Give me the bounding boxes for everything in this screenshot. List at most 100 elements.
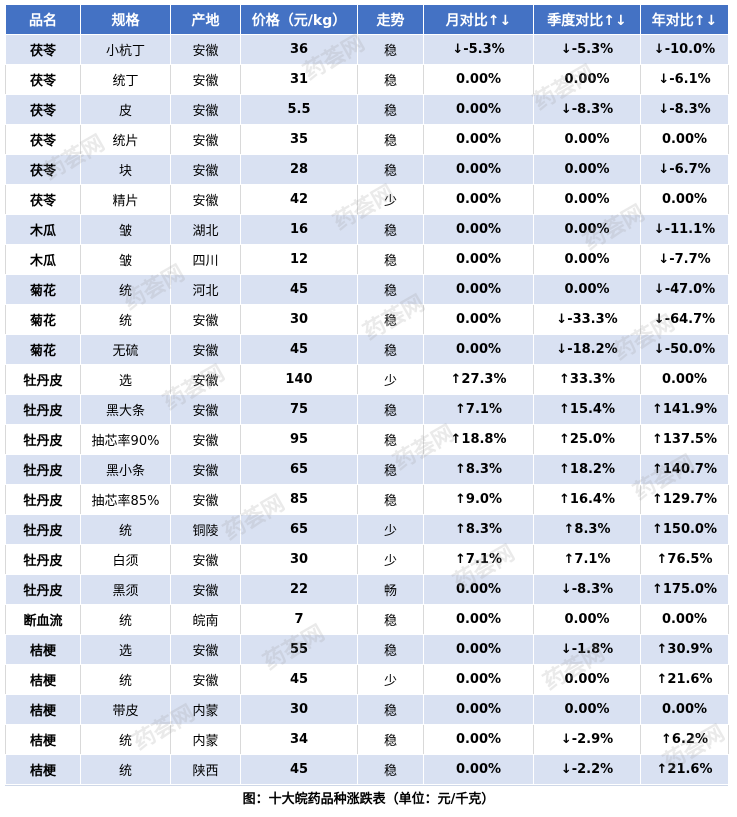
cell-month-change[interactable]: 0.00% <box>423 154 534 185</box>
cell-year-change[interactable]: ↑137.5% <box>640 424 729 455</box>
cell-name[interactable]: 桔梗 <box>5 694 81 725</box>
cell-spec[interactable]: 统 <box>80 664 171 695</box>
cell-origin[interactable]: 安徽 <box>170 154 241 185</box>
cell-month-change[interactable]: ↑18.8% <box>423 424 534 455</box>
cell-price[interactable]: 31 <box>240 64 358 95</box>
cell-year-change[interactable]: ↓-10.0% <box>640 34 729 65</box>
cell-trend[interactable]: 稳 <box>357 754 424 785</box>
cell-origin[interactable]: 四川 <box>170 244 241 275</box>
cell-price[interactable]: 36 <box>240 34 358 65</box>
cell-origin[interactable]: 安徽 <box>170 664 241 695</box>
cell-quarter-change[interactable]: ↓-5.3% <box>533 34 641 65</box>
cell-spec[interactable]: 统 <box>80 514 171 545</box>
cell-trend[interactable]: 稳 <box>357 724 424 755</box>
cell-price[interactable]: 45 <box>240 274 358 305</box>
cell-origin[interactable]: 安徽 <box>170 94 241 125</box>
cell-origin[interactable]: 安徽 <box>170 124 241 155</box>
header-trend[interactable]: 走势 <box>357 4 424 35</box>
cell-spec[interactable]: 皱 <box>80 244 171 275</box>
cell-name[interactable]: 茯苓 <box>5 64 81 95</box>
cell-price[interactable]: 42 <box>240 184 358 215</box>
cell-origin[interactable]: 安徽 <box>170 394 241 425</box>
cell-spec[interactable]: 统 <box>80 274 171 305</box>
cell-month-change[interactable]: 0.00% <box>423 604 534 635</box>
cell-month-change[interactable]: ↑8.3% <box>423 454 534 485</box>
cell-year-change[interactable]: ↑150.0% <box>640 514 729 545</box>
cell-name[interactable]: 牡丹皮 <box>5 364 81 395</box>
cell-price[interactable]: 140 <box>240 364 358 395</box>
cell-quarter-change[interactable]: 0.00% <box>533 184 641 215</box>
cell-quarter-change[interactable]: ↓-18.2% <box>533 334 641 365</box>
cell-trend[interactable]: 稳 <box>357 454 424 485</box>
cell-origin[interactable]: 湖北 <box>170 214 241 245</box>
cell-spec[interactable]: 皱 <box>80 214 171 245</box>
cell-spec[interactable]: 统 <box>80 304 171 335</box>
cell-year-change[interactable]: ↓-6.1% <box>640 64 729 95</box>
cell-origin[interactable]: 内蒙 <box>170 694 241 725</box>
header-origin[interactable]: 产地 <box>170 4 241 35</box>
cell-quarter-change[interactable]: ↑18.2% <box>533 454 641 485</box>
cell-spec[interactable]: 统 <box>80 604 171 635</box>
cell-trend[interactable]: 稳 <box>357 124 424 155</box>
cell-quarter-change[interactable]: 0.00% <box>533 64 641 95</box>
cell-month-change[interactable]: 0.00% <box>423 334 534 365</box>
header-name[interactable]: 品名 <box>5 4 81 35</box>
cell-trend[interactable]: 稳 <box>357 34 424 65</box>
header-month-change[interactable]: 月对比↑↓ <box>423 4 534 35</box>
cell-origin[interactable]: 安徽 <box>170 574 241 605</box>
cell-spec[interactable]: 皮 <box>80 94 171 125</box>
cell-name[interactable]: 桔梗 <box>5 634 81 665</box>
cell-quarter-change[interactable]: ↑15.4% <box>533 394 641 425</box>
cell-quarter-change[interactable]: 0.00% <box>533 154 641 185</box>
header-quarter-change[interactable]: 季度对比↑↓ <box>533 4 641 35</box>
cell-price[interactable]: 45 <box>240 334 358 365</box>
cell-quarter-change[interactable]: ↓-1.8% <box>533 634 641 665</box>
cell-month-change[interactable]: 0.00% <box>423 94 534 125</box>
cell-name[interactable]: 菊花 <box>5 274 81 305</box>
cell-quarter-change[interactable]: ↑8.3% <box>533 514 641 545</box>
cell-year-change[interactable]: ↓-47.0% <box>640 274 729 305</box>
cell-origin[interactable]: 安徽 <box>170 34 241 65</box>
cell-price[interactable]: 12 <box>240 244 358 275</box>
cell-month-change[interactable]: ↑8.3% <box>423 514 534 545</box>
cell-origin[interactable]: 内蒙 <box>170 724 241 755</box>
cell-year-change[interactable]: ↑6.2% <box>640 724 729 755</box>
cell-quarter-change[interactable]: 0.00% <box>533 124 641 155</box>
cell-spec[interactable]: 无硫 <box>80 334 171 365</box>
cell-trend[interactable]: 稳 <box>357 304 424 335</box>
cell-name[interactable]: 牡丹皮 <box>5 574 81 605</box>
cell-spec[interactable]: 统 <box>80 724 171 755</box>
cell-origin[interactable]: 皖南 <box>170 604 241 635</box>
cell-spec[interactable]: 带皮 <box>80 694 171 725</box>
cell-price[interactable]: 95 <box>240 424 358 455</box>
cell-name[interactable]: 牡丹皮 <box>5 454 81 485</box>
cell-year-change[interactable]: 0.00% <box>640 124 729 155</box>
cell-name[interactable]: 桔梗 <box>5 664 81 695</box>
cell-origin[interactable]: 安徽 <box>170 424 241 455</box>
header-spec[interactable]: 规格 <box>80 4 171 35</box>
cell-month-change[interactable]: 0.00% <box>423 64 534 95</box>
cell-quarter-change[interactable]: 0.00% <box>533 274 641 305</box>
cell-trend[interactable]: 稳 <box>357 394 424 425</box>
cell-month-change[interactable]: 0.00% <box>423 664 534 695</box>
cell-year-change[interactable]: ↓-11.1% <box>640 214 729 245</box>
cell-price[interactable]: 45 <box>240 754 358 785</box>
cell-spec[interactable]: 黑大条 <box>80 394 171 425</box>
cell-name[interactable]: 茯苓 <box>5 184 81 215</box>
cell-price[interactable]: 35 <box>240 124 358 155</box>
cell-trend[interactable]: 稳 <box>357 154 424 185</box>
cell-month-change[interactable]: 0.00% <box>423 694 534 725</box>
cell-origin[interactable]: 陕西 <box>170 754 241 785</box>
cell-spec[interactable]: 块 <box>80 154 171 185</box>
cell-month-change[interactable]: 0.00% <box>423 274 534 305</box>
cell-price[interactable]: 85 <box>240 484 358 515</box>
cell-year-change[interactable]: 0.00% <box>640 604 729 635</box>
cell-year-change[interactable]: 0.00% <box>640 364 729 395</box>
cell-month-change[interactable]: 0.00% <box>423 244 534 275</box>
cell-spec[interactable]: 选 <box>80 634 171 665</box>
cell-origin[interactable]: 安徽 <box>170 544 241 575</box>
cell-quarter-change[interactable]: ↑16.4% <box>533 484 641 515</box>
cell-name[interactable]: 桔梗 <box>5 754 81 785</box>
cell-month-change[interactable]: 0.00% <box>423 214 534 245</box>
cell-origin[interactable]: 安徽 <box>170 364 241 395</box>
